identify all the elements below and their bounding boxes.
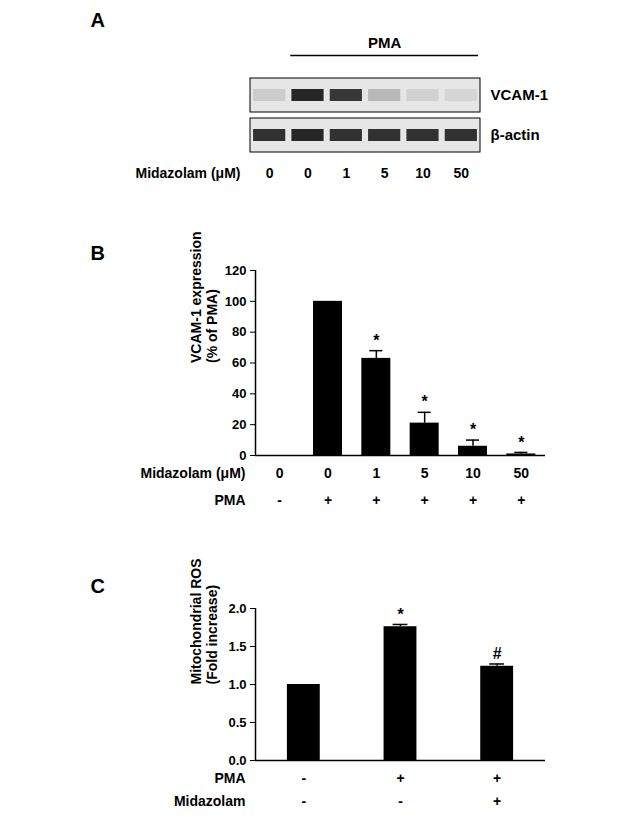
svg-text:Midazolam (μM): Midazolam (μM) [135,165,240,181]
svg-text:+: + [372,492,380,508]
svg-text:5: 5 [421,465,429,481]
svg-text:-: - [301,770,306,786]
svg-text:VCAM-1 expression(% of PMA): VCAM-1 expression(% of PMA) [188,232,220,363]
svg-text:*: * [422,393,429,410]
svg-text:0: 0 [276,465,284,481]
svg-text:1.0: 1.0 [228,677,246,692]
svg-text:PMA: PMA [214,492,245,508]
svg-text:+: + [493,793,501,809]
svg-text:*: * [518,434,525,451]
svg-text:B: B [91,242,105,264]
svg-text:+: + [421,492,429,508]
svg-text:10: 10 [465,465,481,481]
svg-text:1: 1 [372,465,380,481]
svg-text:+: + [469,492,477,508]
svg-text:40: 40 [232,386,246,401]
svg-text:60: 60 [232,355,246,370]
svg-text:1: 1 [342,165,350,181]
svg-text:-: - [398,793,403,809]
svg-text:10: 10 [415,165,431,181]
svg-text:Mitochondrial ROS(Fold increas: Mitochondrial ROS(Fold increase) [188,559,220,685]
svg-text:-: - [301,793,306,809]
svg-text:50: 50 [454,165,470,181]
svg-text:5: 5 [381,165,389,181]
svg-text:*: * [397,606,404,623]
svg-text:Midazolam (μM): Midazolam (μM) [140,465,245,481]
svg-text:0.5: 0.5 [228,715,246,730]
svg-text:100: 100 [225,293,247,308]
svg-text:VCAM-1: VCAM-1 [491,86,549,103]
svg-text:*: * [373,332,380,349]
svg-text:0: 0 [304,165,312,181]
svg-text:120: 120 [225,263,247,278]
svg-text:20: 20 [232,417,246,432]
svg-text:Midazolam: Midazolam [174,793,246,809]
svg-text:0: 0 [239,448,246,463]
svg-text:*: * [470,421,477,438]
svg-text:A: A [91,9,105,31]
svg-text:C: C [91,575,105,597]
svg-text:0.0: 0.0 [228,753,246,768]
svg-text:PMA: PMA [214,770,245,786]
svg-text:+: + [396,770,404,786]
svg-text:+: + [324,492,332,508]
svg-text:-: - [277,492,282,508]
svg-text:β-actin: β-actin [491,126,540,143]
svg-text:+: + [517,492,525,508]
svg-text:50: 50 [514,465,530,481]
svg-text:2.0: 2.0 [228,601,246,616]
svg-text:0: 0 [324,465,332,481]
svg-text:#: # [493,645,502,662]
svg-text:1.5: 1.5 [228,639,246,654]
svg-text:+: + [493,770,501,786]
svg-text:0: 0 [266,165,274,181]
svg-text:PMA: PMA [368,34,402,51]
svg-text:80: 80 [232,324,246,339]
